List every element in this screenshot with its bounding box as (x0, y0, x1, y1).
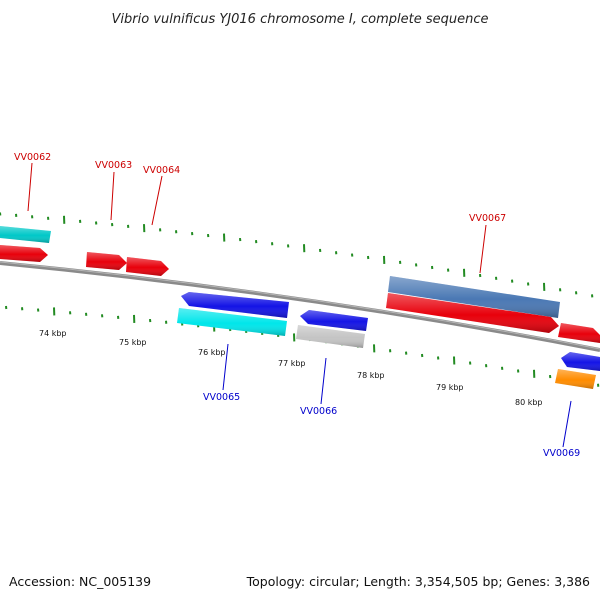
gene-VV0065[interactable] (177, 308, 287, 336)
leader-VV0069 (562, 400, 572, 448)
forward-label-leaders (27, 162, 487, 274)
sequence-backbone (0, 261, 600, 352)
gene-VV0062[interactable] (0, 226, 51, 243)
gene-label-VV0065[interactable]: VV0065 (203, 392, 240, 403)
kbp-label-77: 77 kbp (278, 359, 306, 368)
leader-VV0064 (151, 175, 163, 226)
kbp-label-74: 74 kbp (39, 329, 67, 338)
gene-label-VV0067[interactable]: VV0067 (469, 213, 506, 224)
leader-VV0063 (110, 171, 115, 221)
outer-tick-ring (0, 212, 594, 298)
kbp-label-76: 76 kbp (198, 348, 226, 357)
summary-text: Topology: circular; Length: 3,354,505 bp… (246, 574, 590, 589)
kbp-label-78: 78 kbp (357, 371, 385, 380)
gene-label-VV0069[interactable]: VV0069 (543, 448, 580, 459)
kbp-label-80: 80 kbp (515, 398, 543, 407)
leader-VV0066 (320, 357, 327, 405)
kbp-label-75: 75 kbp (119, 338, 147, 347)
gene-g-fwd-1[interactable] (0, 245, 48, 262)
accession-text: Accession: NC_005139 (9, 574, 152, 589)
gene-label-VV0062[interactable]: VV0062 (14, 152, 51, 163)
map-title: Vibrio vulnificus YJ016 chromosome I, co… (111, 12, 488, 27)
gene-g-rev-3[interactable] (561, 352, 600, 371)
leader-VV0067 (479, 224, 487, 274)
kbp-label-79: 79 kbp (436, 383, 464, 392)
gene-label-VV0064[interactable]: VV0064 (143, 165, 180, 176)
leader-VV0065 (222, 343, 229, 391)
gene-g-fwd-2[interactable] (558, 323, 600, 343)
gene-label-VV0063[interactable]: VV0063 (95, 160, 132, 171)
sequence-backbone-highlight (0, 261, 600, 350)
reverse-label-leaders (222, 343, 572, 448)
gene-VV0069[interactable] (555, 369, 596, 389)
gene-VV0066[interactable] (296, 325, 365, 348)
gene-label-VV0066[interactable]: VV0066 (300, 406, 337, 417)
gene-VV0067[interactable] (386, 293, 559, 333)
gene-VV0063[interactable] (86, 252, 127, 270)
gene-g-rev-1[interactable] (181, 292, 289, 318)
gene-g-fwd-3[interactable] (388, 276, 560, 318)
leader-VV0062 (27, 162, 33, 212)
gene-g-rev-2[interactable] (300, 310, 368, 331)
gene-VV0064[interactable] (126, 257, 169, 276)
